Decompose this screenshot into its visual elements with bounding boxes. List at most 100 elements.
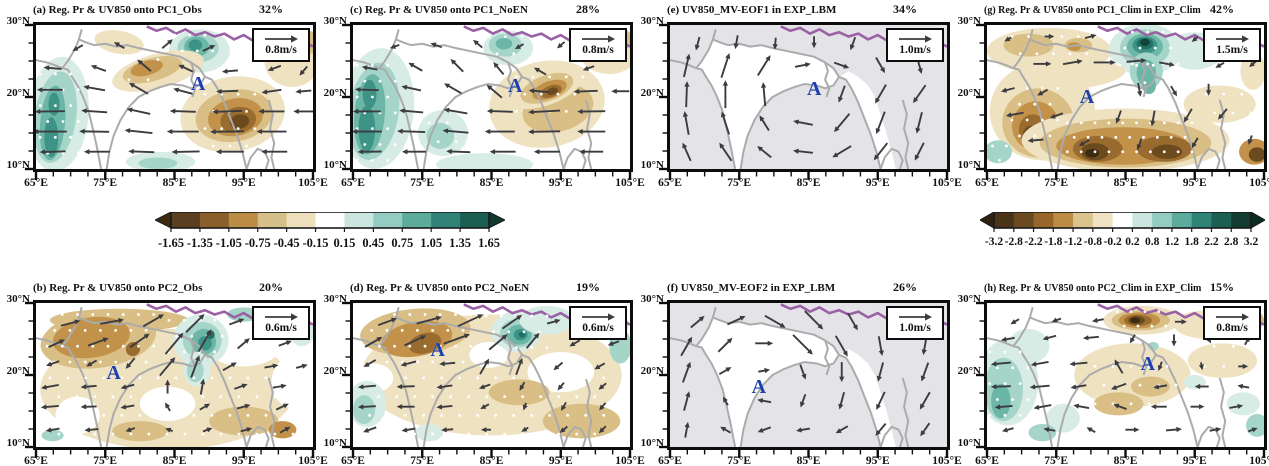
colorbar-tick-label: -1.2 — [1063, 236, 1083, 248]
variance-label: 20% — [259, 280, 283, 294]
map-frame: A 0.8m/s — [25, 22, 316, 180]
y-axis-ticks — [342, 23, 350, 171]
variance-label: 26% — [893, 280, 917, 294]
panel-header: (d) Reg. Pr & UV850 onto PC2_NoEN 19% — [350, 280, 600, 298]
y-axis-label: 10°N — [323, 437, 347, 449]
coastlines — [987, 26, 1264, 169]
x-axis-label: 65°E — [658, 177, 682, 189]
x-axis-label: 75°E — [727, 177, 752, 189]
colorbar-tick-label: 0.2 — [1125, 236, 1140, 248]
coastlines — [36, 304, 313, 447]
x-axis-label: 75°E — [93, 455, 118, 466]
colorbar-tick-label: -2.8 — [1004, 236, 1023, 248]
colorbar-tick-label: -1.8 — [1044, 236, 1063, 248]
x-axis-ticks — [985, 172, 1266, 180]
panel-title: (g) Reg. Pr & UV850 onto PC1_Clim in EXP… — [984, 5, 1201, 16]
x-axis-label: 95°E — [548, 455, 573, 466]
vector-scale-box: 0.8m/s — [1203, 306, 1261, 340]
colorbar-tick-label: -0.15 — [302, 236, 329, 250]
colorbar-tick-label: 2.2 — [1204, 236, 1219, 248]
y-axis-ticks — [342, 301, 350, 449]
y-axis-label: 30°N — [6, 15, 30, 27]
vector-scale-box: 0.6m/s — [569, 306, 627, 340]
panel-title: (f) UV850_MV-EOF2 in EXP_LBM — [667, 282, 836, 294]
anticyclone-label: A — [807, 77, 822, 100]
x-axis-ticks — [34, 450, 315, 458]
y-axis-label: 10°N — [957, 437, 981, 449]
x-axis-label: 105°E — [932, 455, 962, 466]
map-plot-d — [353, 303, 630, 447]
scale-arrow-icon — [899, 313, 932, 321]
colorbar-tick-label: 1.8 — [1184, 236, 1199, 248]
x-axis-label: 85°E — [162, 455, 187, 466]
vector-scale-label: 0.6m/s — [265, 321, 297, 334]
map-frame: A 0.6m/s — [25, 300, 316, 458]
y-axis-label: 30°N — [323, 15, 347, 27]
panel-title: (a) Reg. Pr & UV850 onto PC1_Obs — [33, 4, 202, 16]
panel-header: (f) UV850_MV-EOF2 in EXP_LBM 26% — [667, 280, 917, 298]
x-axis-label: 75°E — [410, 455, 435, 466]
vector-scale-label: 0.8m/s — [265, 43, 297, 56]
panel-row-top: (a) Reg. Pr & UV850 onto PC1_Obs 32% 30°N 2… — [0, 0, 1269, 196]
wind-vectors — [40, 313, 308, 434]
y-axis-label: 30°N — [6, 293, 30, 305]
vector-scale-box: 1.0m/s — [886, 306, 944, 340]
colorbar-tick-label: 3.2 — [1243, 236, 1259, 248]
x-axis-label: 75°E — [1044, 177, 1069, 189]
colorbar-gradient — [978, 211, 1267, 232]
map-plot-b — [36, 303, 313, 447]
scale-arrow-icon — [582, 313, 615, 321]
x-axis-label: 105°E — [1249, 177, 1269, 189]
wind-vectors — [353, 39, 630, 155]
shading-blobs — [987, 305, 1264, 442]
panel-a: (a) Reg. Pr & UV850 onto PC1_Obs 32% 30°N 2… — [0, 0, 328, 196]
vector-scale-label: 1.5m/s — [1216, 43, 1248, 56]
colorbar-tick-label: 1.2 — [1164, 236, 1180, 248]
scale-arrow-icon — [265, 35, 298, 43]
wind-vectors — [990, 317, 1258, 434]
map-plot-h — [987, 303, 1264, 447]
scale-arrow-icon — [1216, 35, 1249, 43]
panel-header: (g) Reg. Pr & UV850 onto PC1_Clim in EXP… — [984, 2, 1234, 20]
anticyclone-label: A — [508, 74, 523, 97]
variance-label: 42% — [1210, 2, 1234, 16]
land-fill — [670, 317, 896, 447]
y-axis-label: 10°N — [640, 437, 664, 449]
coastlines — [670, 26, 947, 169]
anticyclone-label: A — [191, 73, 206, 96]
x-axis-label: 95°E — [865, 177, 890, 189]
x-axis-ticks — [34, 172, 315, 180]
anticyclone-label: A — [1079, 86, 1095, 109]
variance-label: 15% — [1210, 280, 1234, 294]
y-axis-label: 10°N — [957, 159, 981, 171]
vector-scale-box: 0.8m/s — [252, 28, 310, 62]
x-axis-label: 85°E — [796, 177, 821, 189]
x-axis-label: 105°E — [1249, 455, 1269, 466]
x-axis-label: 105°E — [615, 455, 645, 466]
x-axis-ticks — [351, 172, 632, 180]
colorbar-tick-label: 2.8 — [1224, 236, 1239, 248]
wind-vectors — [357, 314, 620, 434]
colorbar-tick-label: -0.45 — [273, 236, 300, 250]
colorbar-obs: -1.65 -1.35 -1.05 -0.75 -0.45 -0.15 0.15 0.45 0.… — [153, 211, 507, 268]
y-axis-label: 20°N — [6, 87, 30, 99]
x-axis-label: 75°E — [1044, 455, 1069, 466]
x-axis-label: 95°E — [231, 455, 256, 466]
x-axis-label: 75°E — [93, 177, 118, 189]
panel-title: (d) Reg. Pr & UV850 onto PC2_NoEN — [350, 282, 530, 294]
colorbar-tick-label: 1.05 — [420, 236, 443, 250]
map-frame: A 1.0m/s — [659, 300, 950, 458]
panel-g: (g) Reg. Pr & UV850 onto PC1_Clim in EXP… — [951, 0, 1269, 196]
panel-title: (b) Reg. Pr & UV850 onto PC2_Obs — [33, 282, 203, 294]
x-axis-label: 105°E — [298, 455, 328, 466]
y-axis-label: 10°N — [640, 159, 664, 171]
anticyclone-label: A — [430, 338, 445, 361]
y-axis-label: 30°N — [323, 293, 347, 305]
x-axis-ticks — [668, 172, 949, 180]
vector-scale-label: 1.0m/s — [899, 43, 931, 56]
x-axis-label: 75°E — [727, 455, 752, 466]
y-axis-label: 10°N — [6, 159, 30, 171]
x-axis-label: 65°E — [341, 455, 365, 466]
wind-vectors — [1001, 33, 1258, 151]
